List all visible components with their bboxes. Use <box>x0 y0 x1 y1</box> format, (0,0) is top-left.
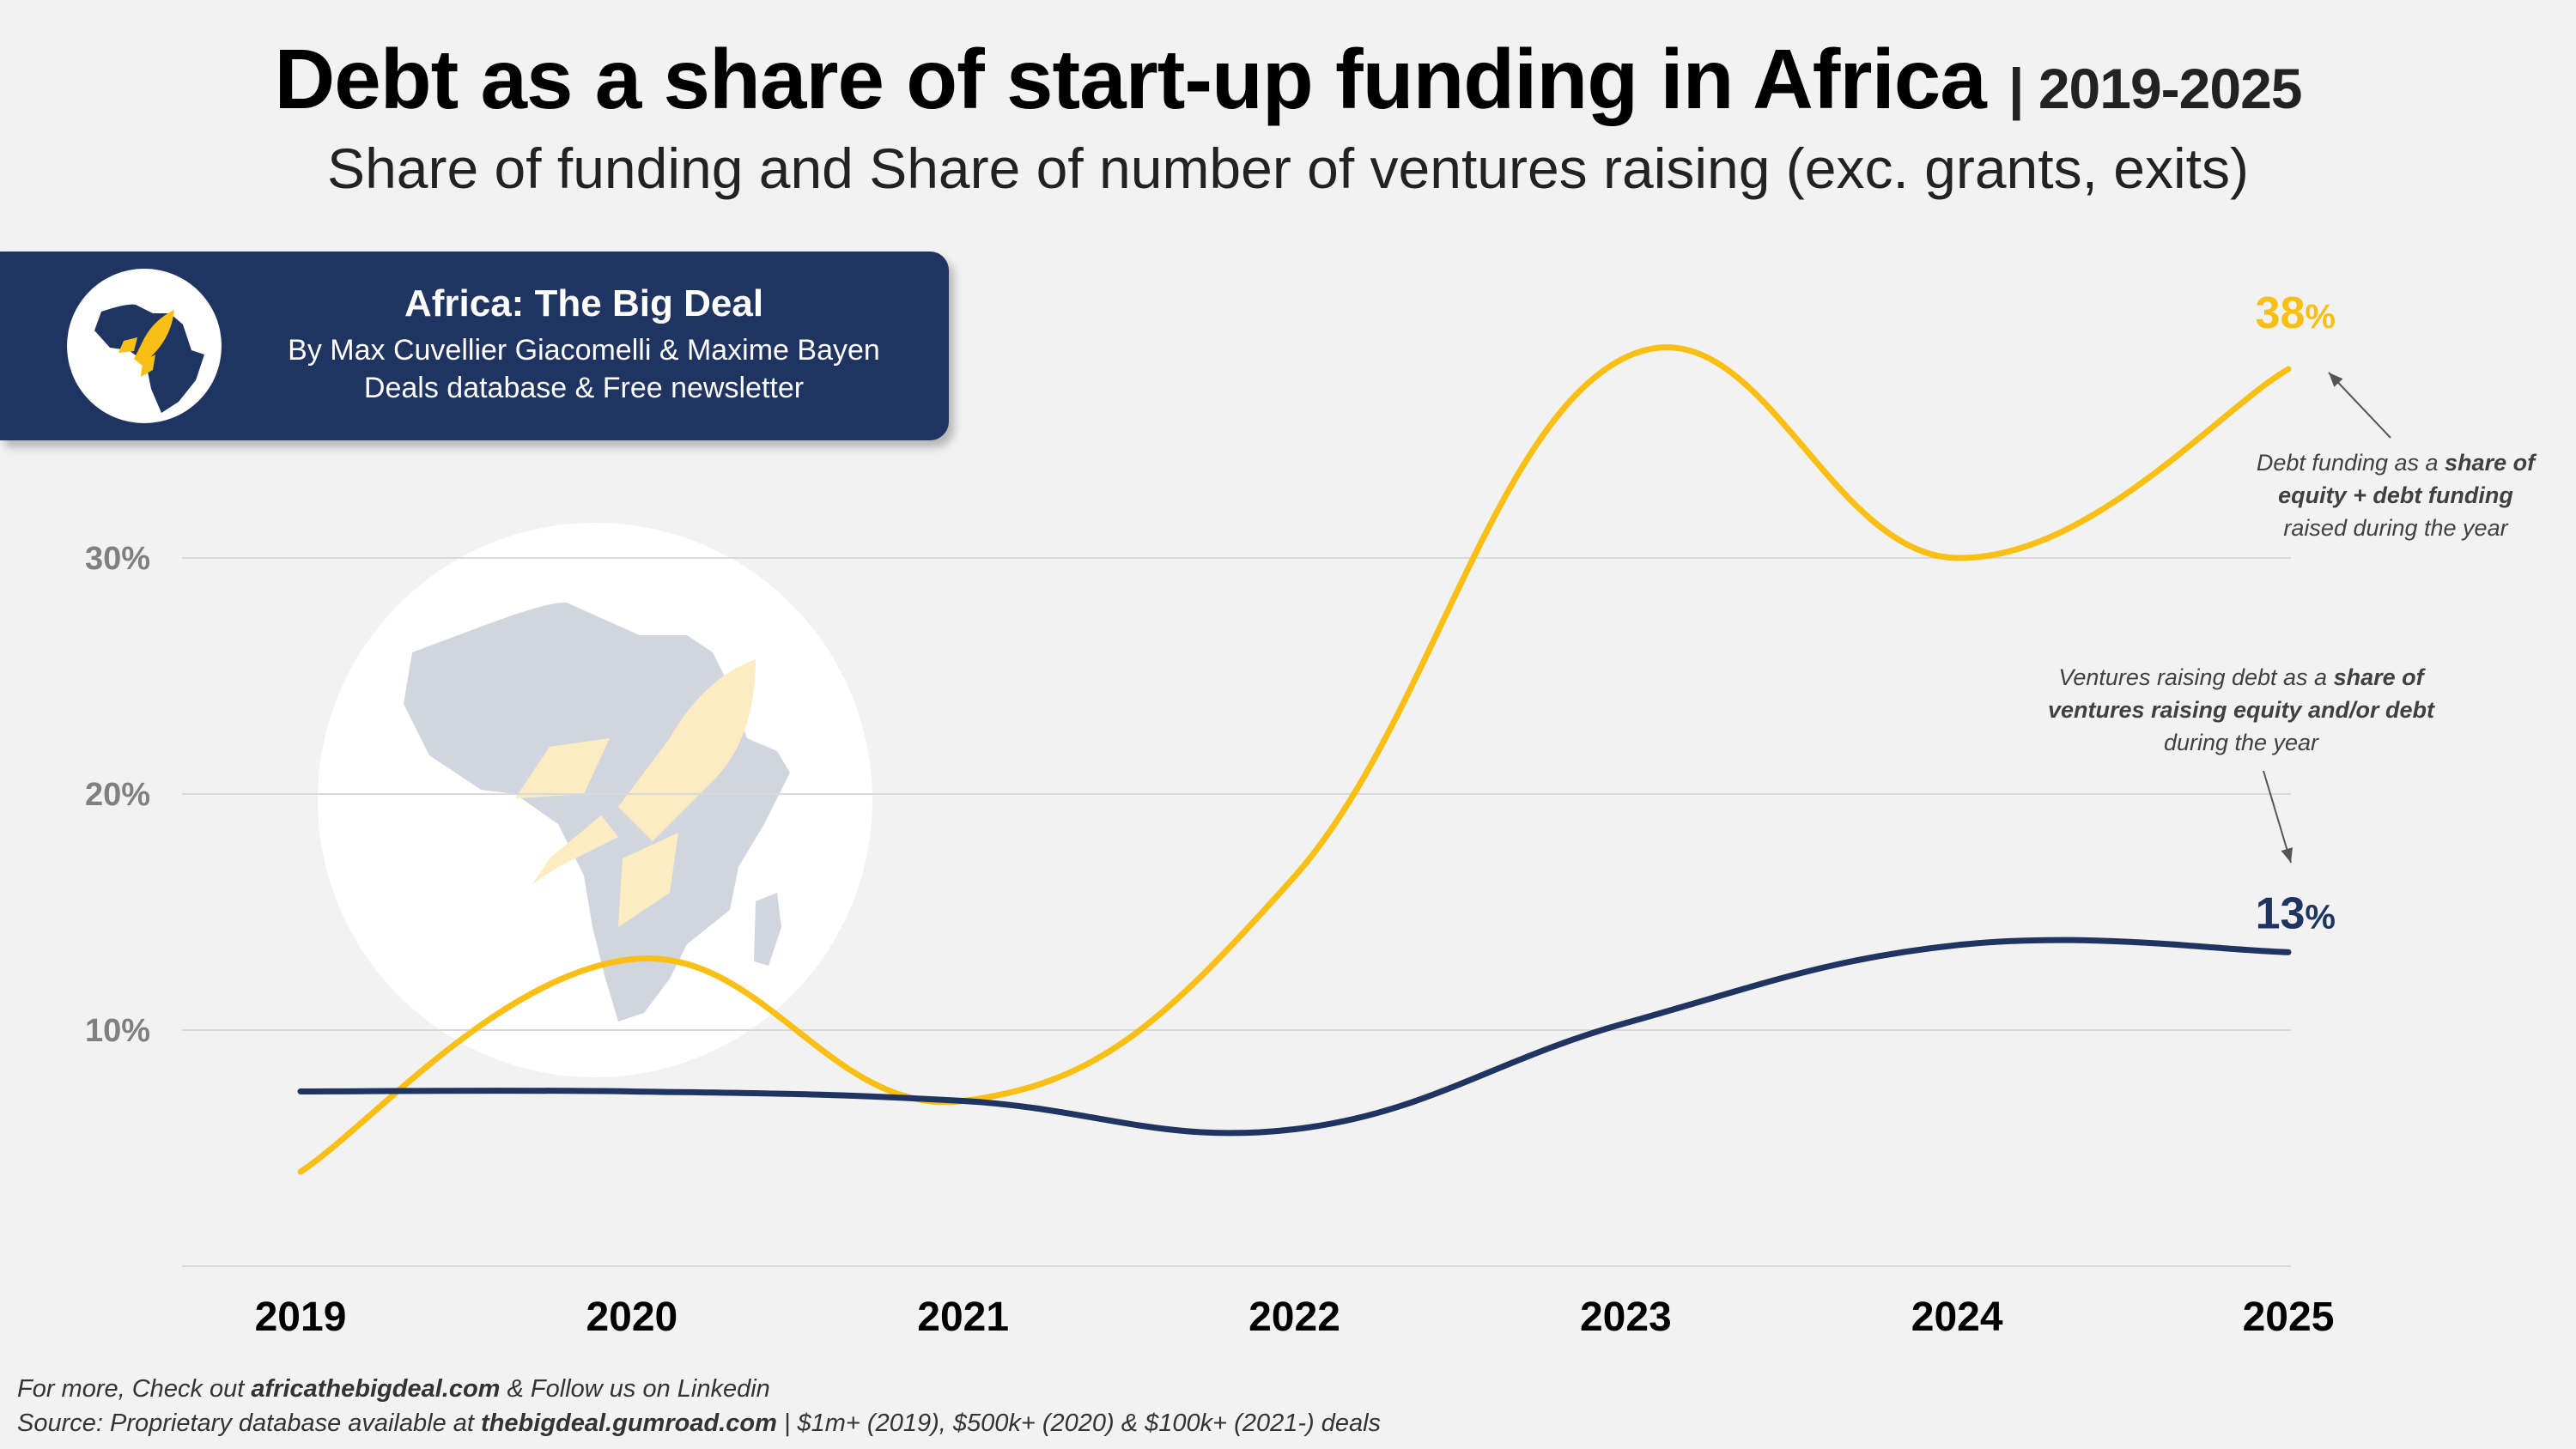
chart-title: Debt as a share of start-up funding in A… <box>0 31 2576 128</box>
debt-funding-share-point <box>1956 557 1958 559</box>
chart-subtitle: Share of funding and Share of number of … <box>327 136 2249 200</box>
annotations: Debt funding as a share of equity + debt … <box>2048 372 2537 864</box>
annotation-arrow <box>2263 770 2292 864</box>
x-tick-label: 2021 <box>917 1294 1009 1340</box>
x-tick-label: 2024 <box>1911 1294 2003 1340</box>
x-tick-label: 2025 <box>2243 1294 2335 1340</box>
series-lines <box>297 344 2292 1175</box>
annotation-text: ventures raising equity and/or debt <box>2048 697 2435 723</box>
footer-line-2-prefix: Source: Proprietary database available a… <box>17 1410 482 1437</box>
title-years: | 2019-2025 <box>2008 57 2302 120</box>
ventures-raising-debt-share-point <box>1956 944 1958 946</box>
footer-line-1-prefix: For more, Check out <box>17 1375 252 1403</box>
footer-line-2-suffix: | $1m+ (2019), $500k+ (2020) & $100k+ (2… <box>776 1410 1382 1437</box>
y-axis: 10% 20% 30% <box>85 541 150 1049</box>
footer-line-1: For more, Check out africathebigdeal.com… <box>17 1375 770 1404</box>
y-tick-label: 10% <box>85 1013 150 1049</box>
ventures-raising-debt-share-point <box>1294 1129 1295 1130</box>
brand-banner[interactable]: Africa: The Big Deal By Max Cuvellier Gi… <box>0 252 949 440</box>
x-tick-label: 2020 <box>586 1294 677 1340</box>
debt-funding-share-line <box>297 344 2292 1175</box>
debt-funding-share-point <box>1294 876 1295 877</box>
annotation-text: during the year <box>2164 730 2319 755</box>
x-tick-label: 2022 <box>1249 1294 1340 1340</box>
brand-tagline: Deals database & Free newsletter <box>363 372 805 404</box>
annotation-text: raised during the year <box>2283 515 2508 541</box>
y-tick-label: 30% <box>85 541 150 577</box>
ventures-raising-debt-share-end-label: 13% <box>2256 888 2336 938</box>
annotation-text: equity + debt funding <box>2278 482 2513 508</box>
ventures-raising-debt-share-point <box>2287 951 2289 953</box>
annotation-text: Debt funding as a share of <box>2257 450 2537 476</box>
annotation-arrowhead <box>2281 847 2293 863</box>
footer-line-2: Source: Proprietary database available a… <box>17 1410 1381 1438</box>
annotation-arrowhead <box>2329 373 2343 387</box>
title-main: Debt as a share of start-up funding in A… <box>274 32 1987 126</box>
y-tick-label: 20% <box>85 777 150 813</box>
x-tick-label: 2019 <box>255 1294 347 1340</box>
ventures-raising-debt-share-point <box>631 1091 633 1092</box>
debt-funding-share-point <box>1625 356 1626 358</box>
africathebigdeal-link[interactable]: africathebigdeal.com <box>251 1375 501 1403</box>
debt-funding-share-point <box>631 959 633 960</box>
africa-rocket-watermark-icon <box>318 523 872 1077</box>
footer-line-1-suffix: & Follow us on Linkedin <box>500 1375 770 1403</box>
africa-rocket-logo-icon <box>67 269 222 423</box>
brand-authors: By Max Cuvellier Giacomelli & Maxime Bay… <box>288 334 880 367</box>
x-axis: 2019 2020 2021 2022 2023 2024 2025 <box>255 1294 2335 1340</box>
x-tick-label: 2023 <box>1580 1294 1672 1340</box>
end-labels: 38% 13% <box>2256 288 2336 938</box>
ventures-raising-debt-share-point <box>1625 1022 1626 1024</box>
annotation-text: Ventures raising debt as a share of <box>2058 664 2426 690</box>
annotation-arrow <box>2328 372 2391 439</box>
brand-name: Africa: The Big Deal <box>404 282 764 324</box>
debt-funding-share-point <box>2287 368 2289 370</box>
debt-funding-share-end-label: 38% <box>2256 288 2336 338</box>
gumroad-link[interactable]: thebigdeal.gumroad.com <box>481 1410 777 1437</box>
